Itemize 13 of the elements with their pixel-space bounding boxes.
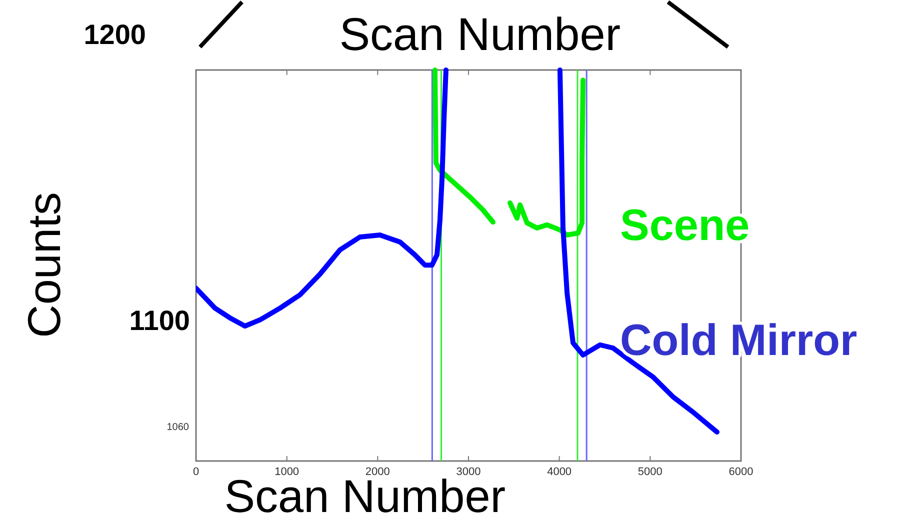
text: 1100 xyxy=(129,305,190,336)
chart-title: Scan Number xyxy=(339,8,621,60)
x-tick-label: 1000 xyxy=(274,466,300,478)
text: 1060 xyxy=(166,422,190,433)
x-tick-label: 3000 xyxy=(456,466,481,478)
x-tick-label: 6000 xyxy=(728,466,754,478)
y-axis-title: Counts xyxy=(18,192,70,338)
x-tick-label: 5000 xyxy=(638,466,662,478)
x-tick-label: 4000 xyxy=(547,466,572,478)
x-tick-label: 0 xyxy=(192,466,200,478)
text: 1200 xyxy=(84,19,146,50)
x-tick-label: 2000 xyxy=(365,466,390,478)
series-label: Scene xyxy=(620,201,750,250)
